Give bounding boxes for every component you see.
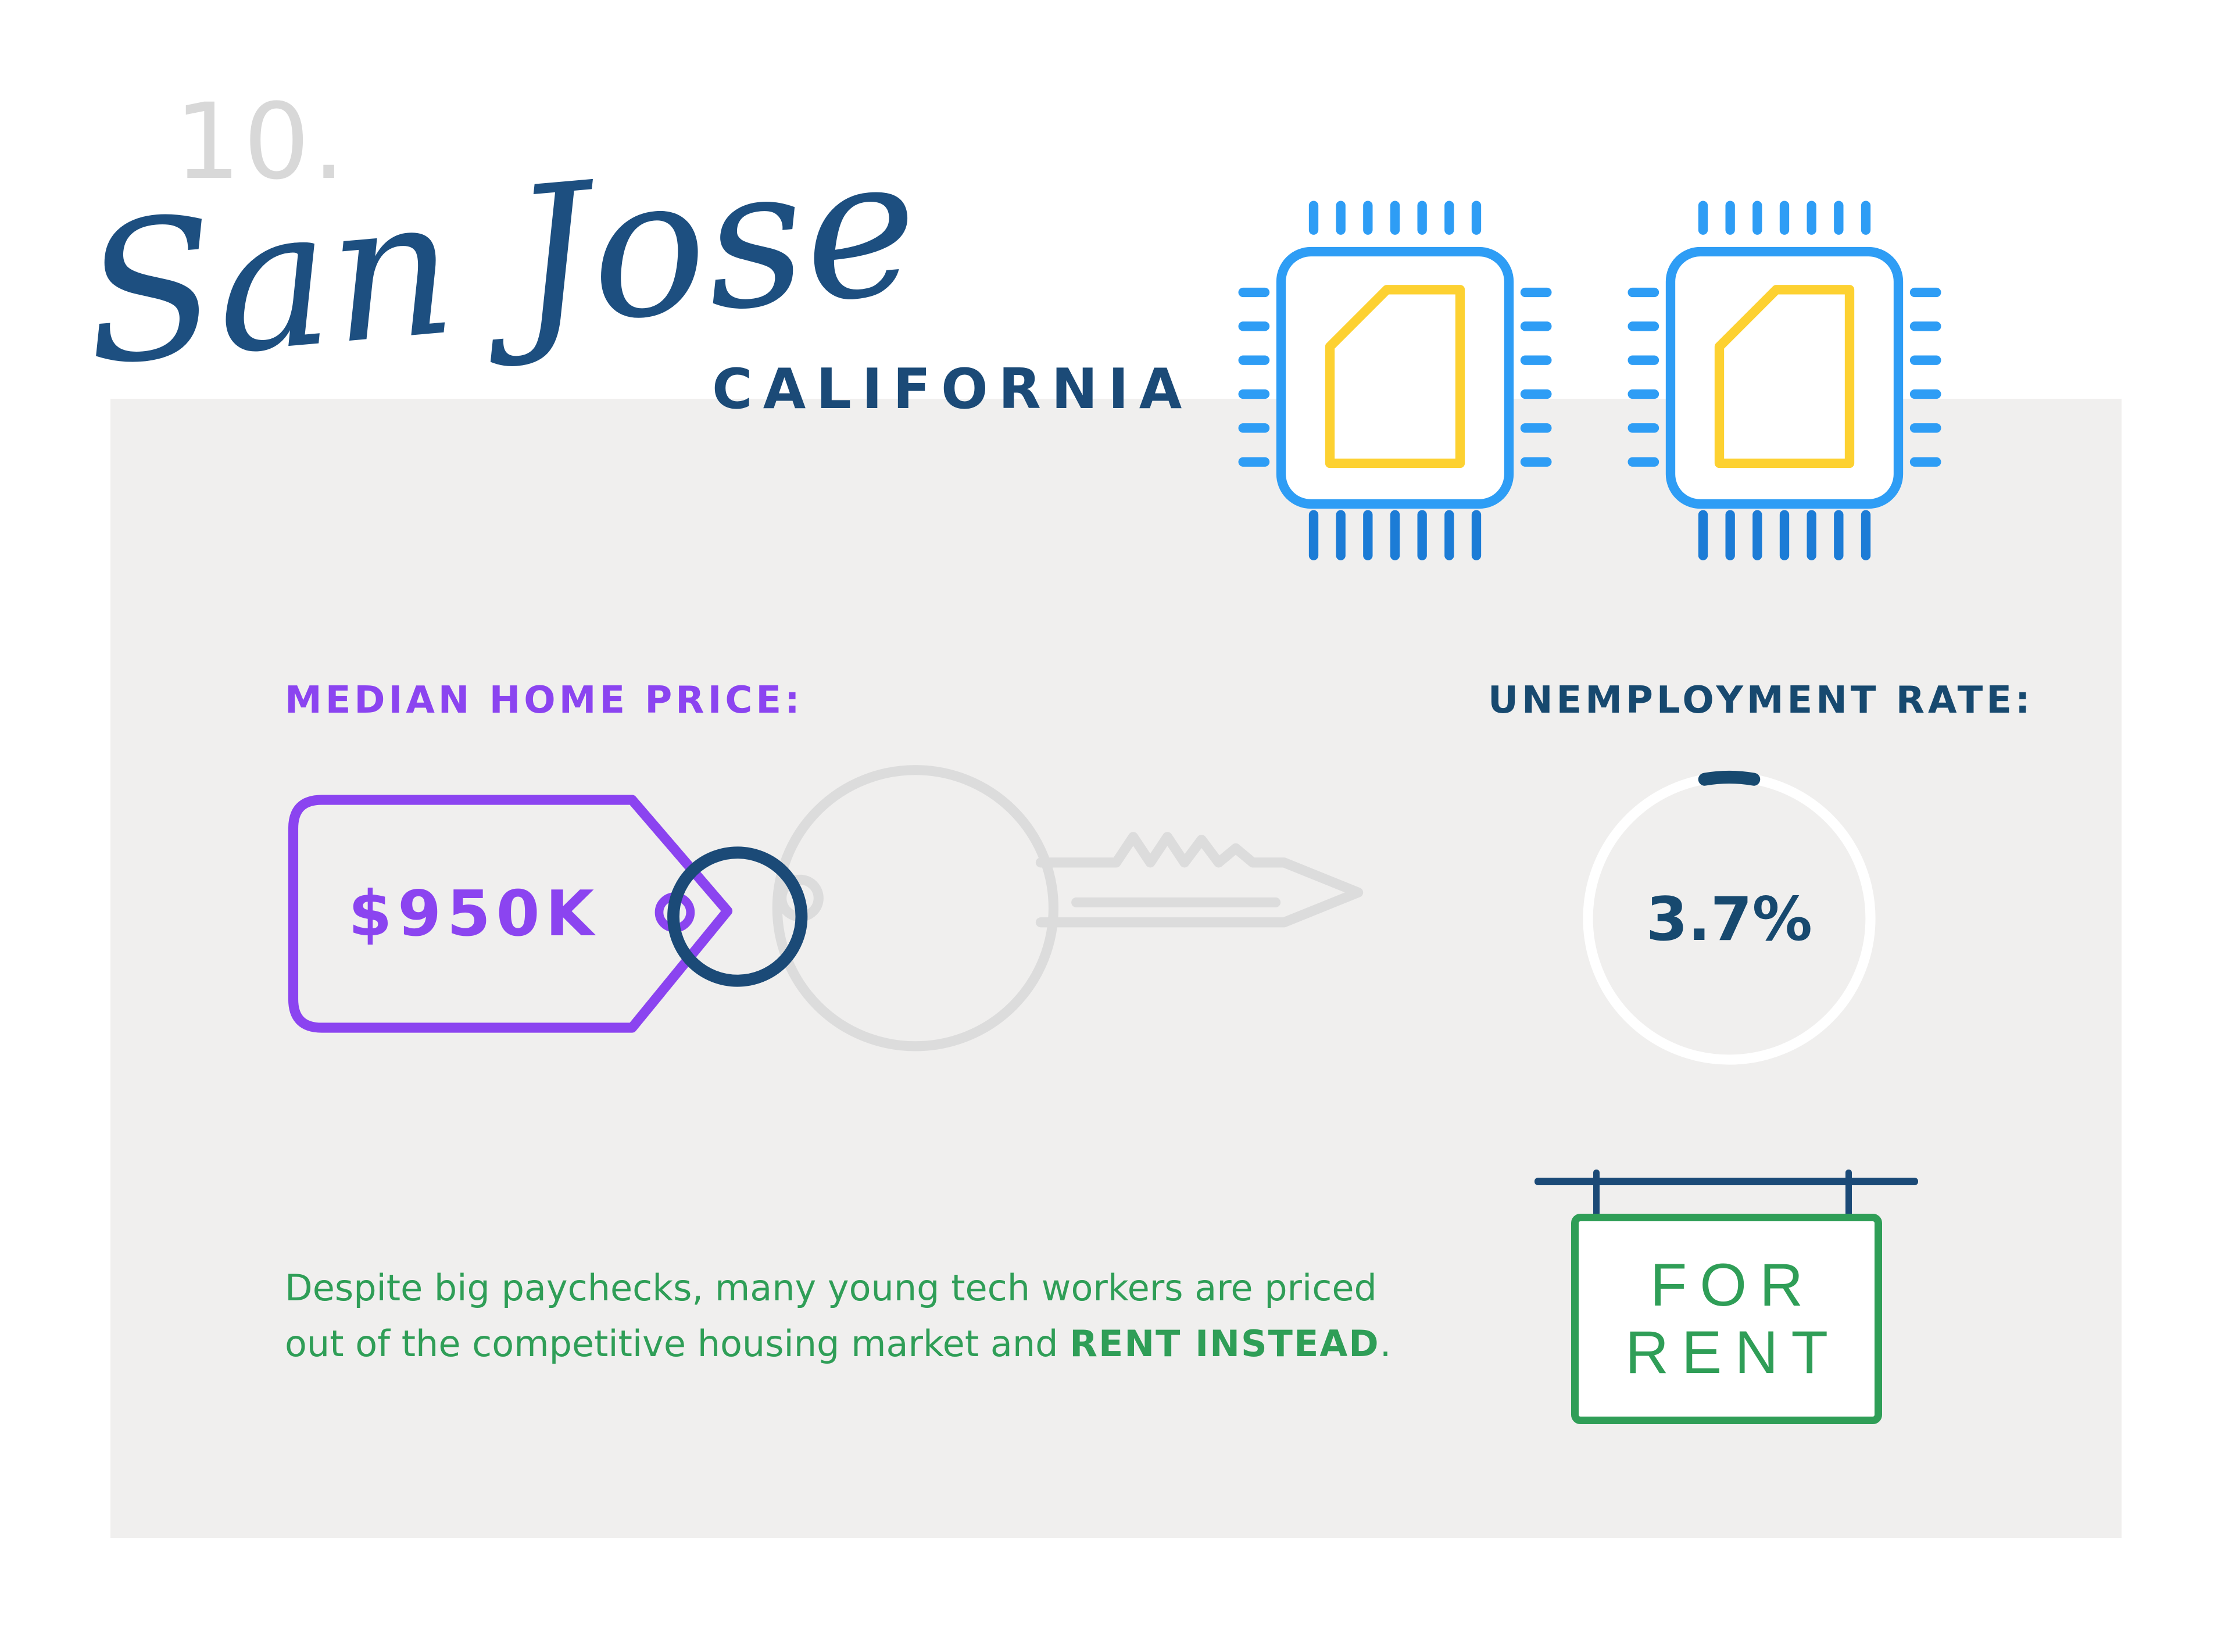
unemployment-gauge-icon: 3.7% [1583,771,1876,1065]
note-text-regular: Despite big paychecks, many young tech w… [285,1267,1377,1365]
sign-line-1: FOR [1650,1251,1816,1319]
for-rent-sign-icon: FOR RENT [1571,1214,1882,1424]
state-label: CALIFORNIA [712,357,1193,421]
chip-pins-top [1308,201,1482,235]
chip-body [1276,246,1514,509]
chip-pins-right [1520,287,1552,467]
chip-pins-left [1628,287,1659,467]
unemployment-rate-value: 3.7% [1646,885,1812,954]
median-home-price-label: MEDIAN HOME PRICE: [285,679,803,722]
note-text: Despite big paychecks, many young tech w… [285,1260,1447,1372]
price-tag-and-key: $950K [288,765,1364,1052]
sign-line-2: RENT [1625,1319,1841,1386]
chip-pins-bottom [1698,510,1871,560]
median-home-price-value: $950K [348,878,599,950]
keyring-icon [667,846,808,987]
chip-pins-right [1909,287,1941,467]
microchip-icon [1628,201,1941,560]
microchip-icon [1238,201,1552,560]
sign-hanger-right [1845,1170,1852,1217]
chip-pins-left [1238,287,1270,467]
house-key-icon [772,765,1364,1052]
unemployment-rate-label: UNEMPLOYMENT RATE: [1488,679,2034,722]
gauge-arc [1698,771,1761,786]
chip-die [1714,285,1855,469]
rank-label: 10. [174,81,348,203]
chip-pins-bottom [1308,510,1482,560]
chip-die [1325,285,1465,469]
note-text-bold: RENT INSTEAD [1070,1322,1380,1365]
sign-hanger-bar [1535,1178,1918,1185]
note-text-period: . [1379,1322,1392,1365]
chip-pins-top [1698,201,1871,235]
chip-body [1665,246,1904,509]
price-tag-icon: $950K [288,795,733,1033]
sign-hanger-left [1593,1170,1600,1217]
price-tag-shape [288,795,733,1033]
